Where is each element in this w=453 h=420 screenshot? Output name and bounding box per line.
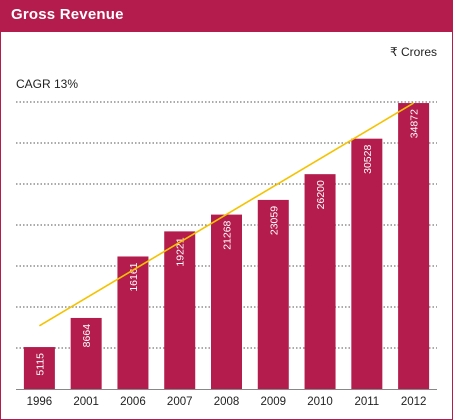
- x-tick-label: 2010: [307, 396, 333, 408]
- bar-value-label: 8664: [81, 324, 93, 348]
- bar-value-label: 16161: [128, 262, 140, 291]
- unit-label: ₹ Crores: [390, 45, 437, 59]
- bar: [117, 256, 149, 389]
- bar-value-label: 23059: [268, 206, 280, 235]
- bar-value-label: 5115: [34, 353, 46, 376]
- bar: [70, 317, 102, 389]
- cagr-trendline: [38, 102, 415, 327]
- chart-title: Gross Revenue: [11, 6, 124, 23]
- x-tick-label: 2007: [167, 396, 193, 408]
- x-tick-label: 2012: [401, 396, 427, 408]
- x-tick-label: 1996: [27, 396, 53, 408]
- bar: [257, 199, 289, 389]
- bar-value-label: 30528: [362, 145, 374, 174]
- x-tick-label: 2011: [354, 396, 379, 408]
- bar: [164, 231, 196, 389]
- bar: [351, 138, 383, 389]
- bar-value-label: 26200: [315, 180, 327, 209]
- x-tick-label: 2006: [120, 396, 146, 408]
- x-tick-label: 2001: [73, 396, 99, 408]
- cagr-annotation: CAGR 13%: [16, 77, 78, 91]
- trendline-group: [38, 102, 415, 327]
- title-bar: Gross Revenue: [1, 1, 452, 32]
- bar-value-label: 19221: [175, 237, 187, 266]
- bar: [211, 214, 242, 389]
- bar-value-label: 21268: [222, 220, 234, 249]
- bars: 5115 8664 16161 19221 21268 23059 26200 30528 34…: [23, 103, 430, 390]
- bar: [304, 174, 336, 389]
- bar-value-label: 34872: [409, 109, 421, 138]
- bar: [398, 103, 430, 390]
- x-tick-label: 2008: [214, 396, 240, 408]
- x-axis: 1996 2001 2006 2007 2008 2009 2010 2011 2012: [16, 389, 437, 408]
- bar: [23, 347, 55, 389]
- x-tick-label: 2009: [260, 396, 286, 408]
